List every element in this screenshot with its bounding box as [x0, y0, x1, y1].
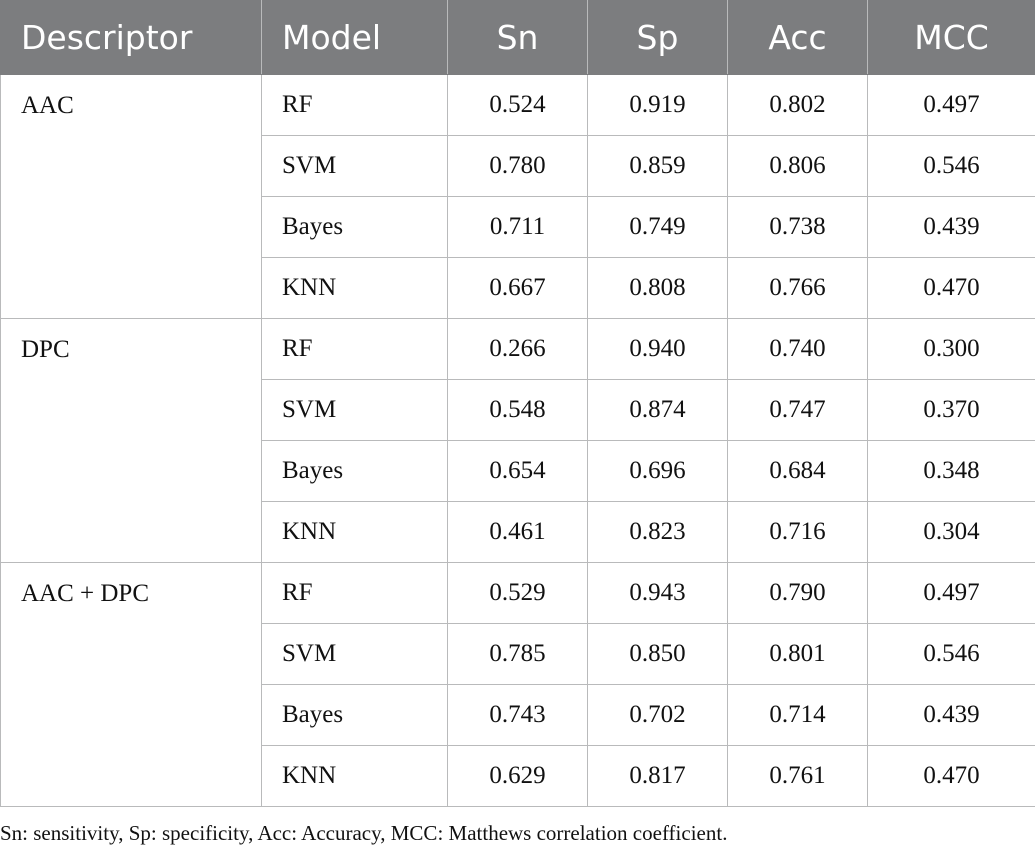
descriptor-cell: AAC [0, 74, 262, 319]
sn-cell: 0.785 [447, 623, 588, 685]
model-cell: KNN [261, 745, 448, 807]
table-row: Bayes 0.654 0.696 0.684 0.348 [1, 440, 1035, 502]
sn-cell: 0.461 [447, 501, 588, 563]
table-header: Descriptor Model Sn Sp Acc MCC [0, 0, 1035, 75]
sp-cell: 0.943 [587, 562, 728, 624]
mcc-cell: 0.300 [867, 318, 1035, 380]
acc-cell: 0.802 [727, 74, 868, 136]
table-row: KNN 0.461 0.823 0.716 0.304 [1, 501, 1035, 563]
results-table: Descriptor Model Sn Sp Acc MCC AAC RF 0.… [0, 0, 1035, 807]
results-table-container: Descriptor Model Sn Sp Acc MCC AAC RF 0.… [0, 0, 1035, 807]
mcc-cell: 0.546 [867, 135, 1035, 197]
model-cell: KNN [261, 501, 448, 563]
mcc-cell: 0.497 [867, 562, 1035, 624]
sn-cell: 0.524 [447, 74, 588, 136]
sn-cell: 0.529 [447, 562, 588, 624]
model-cell: SVM [261, 623, 448, 685]
sp-cell: 0.702 [587, 684, 728, 746]
table-footnote: Sn: sensitivity, Sp: specificity, Acc: A… [0, 821, 728, 845]
header-mcc: MCC [867, 0, 1035, 75]
table-body: AAC RF 0.524 0.919 0.802 0.497 SVM 0.780… [0, 74, 1035, 807]
acc-cell: 0.766 [727, 257, 868, 319]
mcc-cell: 0.439 [867, 196, 1035, 258]
mcc-cell: 0.470 [867, 257, 1035, 319]
acc-cell: 0.747 [727, 379, 868, 441]
sp-cell: 0.696 [587, 440, 728, 502]
sn-cell: 0.667 [447, 257, 588, 319]
sp-cell: 0.940 [587, 318, 728, 380]
acc-cell: 0.738 [727, 196, 868, 258]
mcc-cell: 0.546 [867, 623, 1035, 685]
model-cell: SVM [261, 135, 448, 197]
sp-cell: 0.749 [587, 196, 728, 258]
table-row: DPC RF 0.266 0.940 0.740 0.300 [0, 318, 1035, 563]
sp-cell: 0.859 [587, 135, 728, 197]
sp-cell: 0.823 [587, 501, 728, 563]
sp-cell: 0.808 [587, 257, 728, 319]
model-cell: Bayes [261, 196, 448, 258]
model-cell: Bayes [261, 684, 448, 746]
sp-cell: 0.874 [587, 379, 728, 441]
table-row: AAC RF 0.524 0.919 0.802 0.497 [0, 74, 1035, 319]
model-cell: SVM [261, 379, 448, 441]
mcc-cell: 0.304 [867, 501, 1035, 563]
acc-cell: 0.714 [727, 684, 868, 746]
table-row: SVM 0.785 0.850 0.801 0.546 [1, 623, 1035, 685]
table-row: AAC + DPC RF 0.529 0.943 0.790 0.497 [0, 562, 1035, 807]
table-row: KNN 0.629 0.817 0.761 0.470 [1, 745, 1035, 807]
model-cell: Bayes [261, 440, 448, 502]
mcc-cell: 0.439 [867, 684, 1035, 746]
header-model: Model [261, 0, 448, 75]
model-cell: RF [261, 74, 448, 136]
sp-cell: 0.850 [587, 623, 728, 685]
mcc-cell: 0.370 [867, 379, 1035, 441]
model-cell: RF [261, 318, 448, 380]
acc-cell: 0.716 [727, 501, 868, 563]
sn-cell: 0.548 [447, 379, 588, 441]
acc-cell: 0.806 [727, 135, 868, 197]
acc-cell: 0.740 [727, 318, 868, 380]
mcc-cell: 0.348 [867, 440, 1035, 502]
sn-cell: 0.711 [447, 196, 588, 258]
mcc-cell: 0.470 [867, 745, 1035, 807]
acc-cell: 0.801 [727, 623, 868, 685]
sn-cell: 0.780 [447, 135, 588, 197]
acc-cell: 0.684 [727, 440, 868, 502]
header-acc: Acc [727, 0, 868, 75]
sn-cell: 0.629 [447, 745, 588, 807]
sn-cell: 0.266 [447, 318, 588, 380]
table-row: KNN 0.667 0.808 0.766 0.470 [1, 257, 1035, 319]
sp-cell: 0.919 [587, 74, 728, 136]
header-row: Descriptor Model Sn Sp Acc MCC [0, 0, 1035, 75]
sn-cell: 0.743 [447, 684, 588, 746]
header-descriptor: Descriptor [0, 0, 262, 75]
sn-cell: 0.654 [447, 440, 588, 502]
table-row: Bayes 0.743 0.702 0.714 0.439 [1, 684, 1035, 746]
descriptor-cell: AAC + DPC [0, 562, 262, 807]
acc-cell: 0.761 [727, 745, 868, 807]
sp-cell: 0.817 [587, 745, 728, 807]
acc-cell: 0.790 [727, 562, 868, 624]
table-row: SVM 0.548 0.874 0.747 0.370 [1, 379, 1035, 441]
header-sn: Sn [447, 0, 588, 75]
table-row: Bayes 0.711 0.749 0.738 0.439 [1, 196, 1035, 258]
model-cell: RF [261, 562, 448, 624]
model-cell: KNN [261, 257, 448, 319]
descriptor-cell: DPC [0, 318, 262, 563]
header-sp: Sp [587, 0, 728, 75]
mcc-cell: 0.497 [867, 74, 1035, 136]
